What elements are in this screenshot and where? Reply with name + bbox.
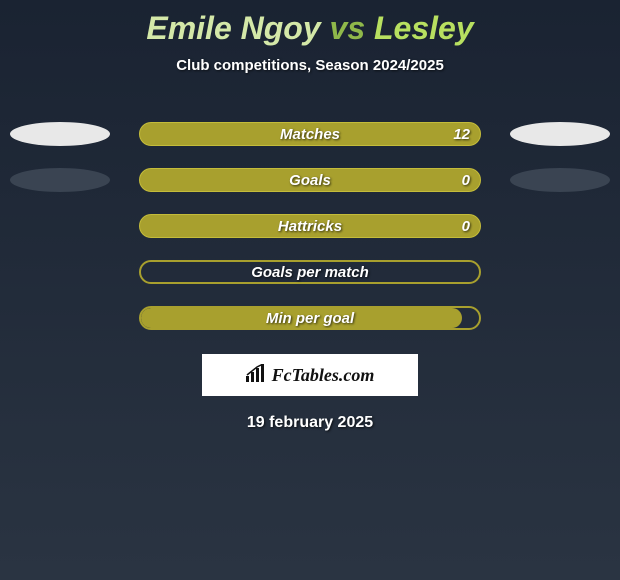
stat-bar: Goals 0	[139, 168, 481, 192]
stat-value: 0	[462, 172, 470, 189]
stat-label: Goals per match	[251, 264, 369, 281]
right-marker	[510, 168, 610, 192]
logo-text: FcTables.com	[272, 365, 375, 386]
date-label: 19 february 2025	[0, 414, 620, 432]
stat-label: Goals	[289, 172, 331, 189]
right-marker	[510, 122, 610, 146]
stat-rows: Matches 12 Goals 0 Hattricks 0 Goals per match…	[0, 122, 620, 330]
comparison-title: Emile Ngoy vs Lesley	[0, 0, 620, 47]
player2-name: Lesley	[374, 10, 474, 46]
stat-row: Min per goal	[0, 306, 620, 330]
stat-label: Hattricks	[278, 218, 342, 235]
stat-bar: Goals per match	[139, 260, 481, 284]
vs-label: vs	[330, 10, 366, 46]
stat-row: Goals 0	[0, 168, 620, 192]
logo-box: FcTables.com	[202, 354, 418, 396]
stat-row: Goals per match	[0, 260, 620, 284]
stat-value: 12	[453, 126, 470, 143]
chart-icon	[246, 364, 268, 387]
stat-label: Min per goal	[266, 310, 354, 327]
stat-bar: Matches 12	[139, 122, 481, 146]
stat-bar: Hattricks 0	[139, 214, 481, 238]
stat-value: 0	[462, 218, 470, 235]
stat-row: Matches 12	[0, 122, 620, 146]
stat-bar: Min per goal	[139, 306, 481, 330]
stat-label: Matches	[280, 126, 340, 143]
player1-name: Emile Ngoy	[146, 10, 320, 46]
left-marker	[10, 168, 110, 192]
subtitle: Club competitions, Season 2024/2025	[0, 57, 620, 74]
left-marker	[10, 122, 110, 146]
stat-row: Hattricks 0	[0, 214, 620, 238]
